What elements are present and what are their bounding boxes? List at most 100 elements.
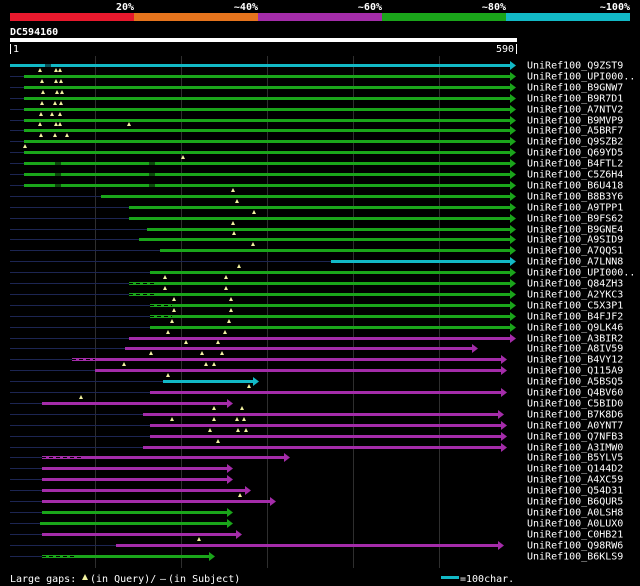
hit-label[interactable]: UniRef100_A5BSQ5 <box>527 377 623 388</box>
hit-row[interactable]: UniRef100_B9MVP9 <box>10 112 623 127</box>
hit-label[interactable]: UniRef100_Q54D31 <box>527 486 623 497</box>
hit-bar[interactable] <box>143 413 499 416</box>
hit-bar[interactable] <box>24 97 511 100</box>
hit-row[interactable]: UniRef100_B8B3Y6 <box>10 188 623 203</box>
hit-row[interactable]: UniRef100_Q115A9 <box>10 362 623 377</box>
hit-row[interactable]: UniRef100_B9R7D1 <box>10 90 623 105</box>
hit-label[interactable]: UniRef100_UPI000.. <box>527 268 635 279</box>
hit-row[interactable]: UniRef100_Q84ZH3 <box>10 275 623 290</box>
hit-bar[interactable] <box>24 119 511 122</box>
hit-bar[interactable] <box>150 391 502 394</box>
hit-label[interactable]: UniRef100_B6QUR5 <box>527 497 623 508</box>
hit-row[interactable]: UniRef100_Q54D31 <box>10 486 623 497</box>
hit-row[interactable]: UniRef100_Q9LK46 <box>10 319 623 334</box>
hit-bar[interactable] <box>160 249 511 252</box>
hit-label[interactable]: UniRef100_B6KLS9 <box>527 552 623 563</box>
hit-row[interactable]: UniRef100_A2YKC3 <box>10 286 623 301</box>
hit-bar[interactable] <box>150 326 511 329</box>
hit-bar[interactable] <box>150 424 502 427</box>
hit-row[interactable]: UniRef100_A3BIR2 <box>10 330 623 345</box>
hit-label[interactable]: UniRef100_C5BID0 <box>527 399 623 410</box>
hit-bar[interactable] <box>116 544 499 547</box>
hit-row[interactable]: UniRef100_A7LNN8 <box>10 257 623 268</box>
hit-row[interactable]: UniRef100_C5BID0 <box>10 395 623 410</box>
hit-bar[interactable] <box>150 304 511 307</box>
hit-bar[interactable] <box>101 195 511 198</box>
hit-row[interactable]: UniRef100_A3IMW0 <box>10 439 623 454</box>
hit-bar[interactable] <box>42 511 228 514</box>
hit-label[interactable]: UniRef100_A5BRF7 <box>527 126 623 137</box>
hit-row[interactable]: UniRef100_Q69YD5 <box>10 144 623 159</box>
hit-row[interactable]: UniRef100_A5BSQ5 <box>10 373 623 388</box>
hit-label[interactable]: UniRef100_C5Z6H4 <box>527 170 623 181</box>
hit-bar[interactable] <box>24 151 511 154</box>
hit-label[interactable]: UniRef100_A2YKC3 <box>527 290 623 301</box>
hit-bar[interactable] <box>24 140 511 143</box>
hit-label[interactable]: UniRef100_Q9SZB2 <box>527 137 623 148</box>
hit-bar[interactable] <box>147 228 511 231</box>
hit-row[interactable]: UniRef100_Q7NFB3 <box>10 428 623 443</box>
hit-bar[interactable] <box>24 162 511 165</box>
hit-row[interactable]: UniRef100_B9FS62 <box>10 210 623 225</box>
hit-label[interactable]: UniRef100_B4FJF2 <box>527 312 623 323</box>
hit-row[interactable]: UniRef100_B5YLV5 <box>10 453 623 464</box>
hit-bar[interactable] <box>24 108 511 111</box>
hit-bar[interactable] <box>129 293 511 296</box>
hit-row[interactable]: UniRef100_Q9ZST9 <box>10 61 623 72</box>
hit-bar[interactable] <box>10 64 511 67</box>
hit-bar[interactable] <box>24 184 511 187</box>
hit-row[interactable]: UniRef100_A0LUX0 <box>10 519 623 530</box>
hit-label[interactable]: UniRef100_Q144D2 <box>527 464 623 475</box>
hit-label[interactable]: UniRef100_A7NTV2 <box>527 105 623 116</box>
hit-row[interactable]: UniRef100_UPI000.. <box>10 264 635 279</box>
hit-label[interactable]: UniRef100_Q115A9 <box>527 366 623 377</box>
hit-label[interactable]: UniRef100_C5X3P1 <box>527 301 623 312</box>
hit-bar[interactable] <box>42 500 271 503</box>
hit-label[interactable]: UniRef100_A0LSH8 <box>527 508 623 519</box>
hit-bar[interactable] <box>125 347 473 350</box>
hit-label[interactable]: UniRef100_Q84ZH3 <box>527 279 623 290</box>
hit-row[interactable]: UniRef100_A7NTV2 <box>10 101 623 116</box>
hit-bar[interactable] <box>24 86 511 89</box>
hit-label[interactable]: UniRef100_A3IMW0 <box>527 443 623 454</box>
hit-bar[interactable] <box>72 358 502 361</box>
hit-row[interactable]: UniRef100_C0HB21 <box>10 530 623 541</box>
hit-label[interactable]: UniRef100_B5YLV5 <box>527 453 623 464</box>
hit-row[interactable]: UniRef100_B4FJF2 <box>10 308 623 323</box>
hit-bar[interactable] <box>24 129 511 132</box>
hit-label[interactable]: UniRef100_A0YNT7 <box>527 421 623 432</box>
hit-row[interactable]: UniRef100_C5Z6H4 <box>10 170 623 181</box>
hit-bar[interactable] <box>163 380 254 383</box>
hit-row[interactable]: UniRef100_B6QUR5 <box>10 493 623 508</box>
hit-bar[interactable] <box>331 260 511 263</box>
hit-bar[interactable] <box>24 173 511 176</box>
hit-label[interactable]: UniRef100_B4FTL2 <box>527 159 623 170</box>
hit-row[interactable]: UniRef100_Q144D2 <box>10 464 623 475</box>
hit-label[interactable]: UniRef100_Q9LK46 <box>527 323 623 334</box>
hit-label[interactable]: UniRef100_Q98RW6 <box>527 541 623 552</box>
hit-label[interactable]: UniRef100_Q9ZST9 <box>527 61 623 72</box>
hit-bar[interactable] <box>42 402 228 405</box>
hit-row[interactable]: UniRef100_B7K8D6 <box>10 406 623 421</box>
hit-bar[interactable] <box>24 75 511 78</box>
hit-label[interactable]: UniRef100_A7LNN8 <box>527 257 623 268</box>
hit-row[interactable]: UniRef100_B6KLS9 <box>10 552 623 563</box>
hit-label[interactable]: UniRef100_B6U418 <box>527 181 623 192</box>
hit-row[interactable]: UniRef100_Q98RW6 <box>10 537 623 552</box>
hit-label[interactable]: UniRef100_Q7NFB3 <box>527 432 623 443</box>
hit-row[interactable]: UniRef100_A0LSH8 <box>10 508 623 519</box>
hit-label[interactable]: UniRef100_B9MVP9 <box>527 116 623 127</box>
hit-label[interactable]: UniRef100_A8IV59 <box>527 344 623 355</box>
hit-bar[interactable] <box>95 369 502 372</box>
hit-row[interactable]: UniRef100_A0YNT7 <box>10 417 623 432</box>
hit-row[interactable]: UniRef100_B9GNE4 <box>10 221 623 236</box>
hit-row[interactable]: UniRef100_B9GNW7 <box>10 79 623 94</box>
hit-bar[interactable] <box>129 217 511 220</box>
hit-bar[interactable] <box>42 555 210 558</box>
hit-bar[interactable] <box>143 446 502 449</box>
hit-row[interactable]: UniRef100_Q4BV60 <box>10 384 623 399</box>
hit-row[interactable]: UniRef100_B4FTL2 <box>10 155 623 170</box>
hit-bar[interactable] <box>150 435 502 438</box>
hit-bar[interactable] <box>150 315 511 318</box>
hit-bar[interactable] <box>42 456 285 459</box>
